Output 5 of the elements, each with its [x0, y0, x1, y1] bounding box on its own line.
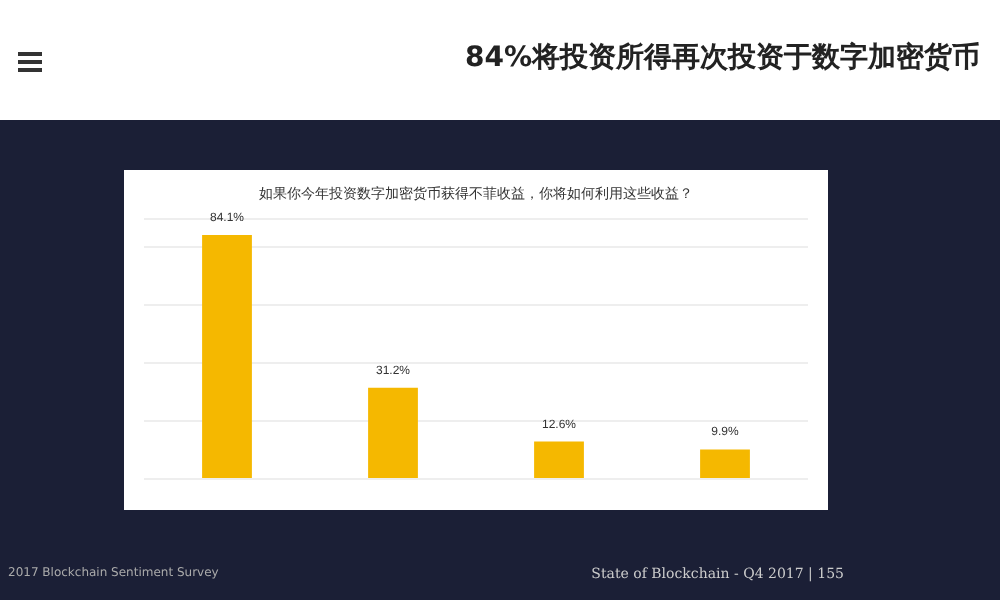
bar: [368, 387, 418, 478]
bar: [202, 235, 252, 478]
bar: [700, 449, 750, 478]
chart-title: 84%将投资所得再次投资于数字加密货币: [464, 40, 980, 76]
bar: [534, 441, 584, 478]
